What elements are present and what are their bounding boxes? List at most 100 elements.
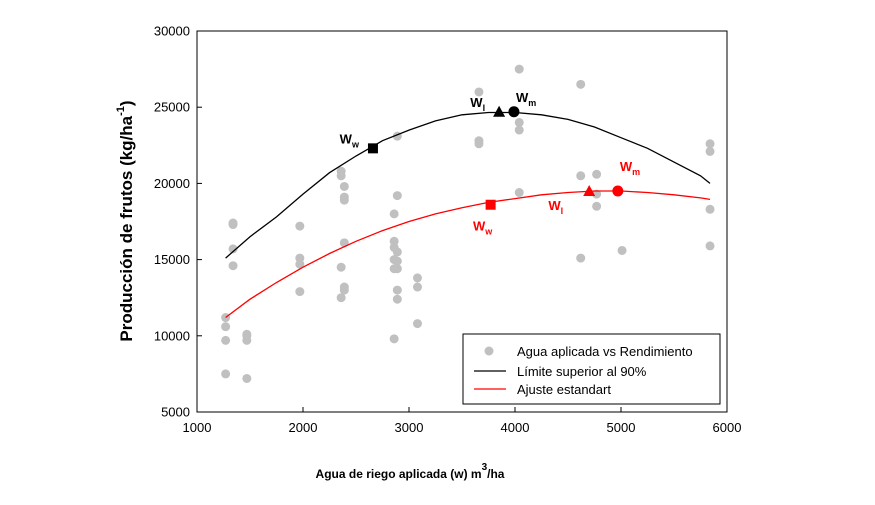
scatter-point	[339, 181, 349, 191]
scatter-point	[228, 218, 238, 228]
standard-fit-line	[225, 190, 711, 319]
x-axis-label-main: Agua de riego aplicada (w) m	[316, 467, 482, 481]
marker-square	[485, 199, 496, 210]
y-axis-label-main: Producción de frutos (kg/ha	[117, 115, 136, 341]
scatter-point	[221, 369, 231, 379]
scatter-point	[339, 282, 349, 292]
y-axis-label-sup: -1	[115, 106, 127, 116]
y-tick-label: 25000	[154, 100, 190, 115]
scatter-point	[392, 264, 402, 274]
marker-label-main: W	[516, 90, 529, 105]
marker-circle	[508, 106, 520, 118]
marker-triangle	[583, 185, 596, 197]
upper-limit-line	[225, 111, 711, 259]
y-tick-label: 30000	[154, 24, 190, 39]
marker-square	[367, 143, 378, 154]
x-tick-label: 3000	[395, 420, 424, 435]
y-tick-label: 5000	[161, 405, 190, 420]
scatter-point	[576, 171, 586, 181]
marker-circle	[612, 185, 624, 197]
scatter-point	[221, 335, 231, 345]
marker-label: Wl	[548, 198, 563, 216]
marker-label: Wm	[516, 90, 536, 108]
x-axis-ticks: 1000 2000 3000 4000 5000 6000	[183, 407, 742, 435]
scatter-point	[392, 294, 402, 304]
scatter-point	[392, 256, 402, 266]
marker-label-sub: m	[528, 98, 536, 108]
marker-label-sub: w	[351, 139, 360, 149]
scatter-point	[474, 87, 484, 97]
scatter-point	[592, 201, 602, 211]
scatter-point	[412, 319, 422, 329]
x-tick-label: 6000	[713, 420, 742, 435]
marker-label-main: W	[340, 131, 353, 146]
scatter-point	[576, 79, 586, 89]
y-tick-label: 10000	[154, 328, 190, 343]
scatter-point	[228, 261, 238, 271]
scatter-point	[514, 188, 524, 198]
scatter-point	[392, 247, 402, 257]
scatter-point	[336, 293, 346, 303]
scatter-point	[514, 64, 524, 74]
legend-scatter-label: Agua aplicada vs Rendimiento	[517, 344, 693, 359]
scatter-point	[242, 329, 252, 339]
scatter-point	[389, 209, 399, 219]
scatter-point	[412, 273, 422, 283]
marker-label: Wm	[620, 159, 640, 177]
marker-label-main: W	[548, 198, 561, 213]
y-axis-ticks: 5000 10000 15000 20000 25000 30000	[154, 24, 202, 420]
scatter-point	[242, 373, 252, 383]
plot-frame	[196, 30, 728, 413]
legend-fit-label: Ajuste estandart	[517, 382, 611, 397]
scatter-point	[295, 221, 305, 231]
scatter-point	[592, 169, 602, 179]
scatter-point	[705, 204, 715, 214]
y-tick-label: 15000	[154, 252, 190, 267]
scatter-point	[295, 253, 305, 263]
scatter-point	[221, 322, 231, 332]
legend: Agua aplicada vs Rendimiento Límite supe…	[462, 333, 721, 405]
scatter-point	[392, 285, 402, 295]
x-tick-label: 4000	[501, 420, 530, 435]
scatter-point	[576, 253, 586, 263]
scatter-point	[339, 192, 349, 202]
scatter-point	[412, 282, 422, 292]
marker-label-main: W	[473, 219, 486, 234]
legend-box	[462, 333, 721, 405]
scatter-point	[514, 125, 524, 135]
scatter-point	[617, 245, 627, 255]
scatter-point	[295, 287, 305, 297]
x-tick-label: 1000	[183, 420, 212, 435]
marker-label-sub: m	[632, 167, 640, 177]
legend-upper-label: Límite superior al 90%	[517, 364, 647, 379]
scatter-point	[389, 236, 399, 246]
marker-label-main: W	[620, 159, 633, 174]
marker-label: Ww	[473, 219, 493, 237]
fit-lines	[225, 111, 711, 319]
y-tick-label: 20000	[154, 176, 190, 191]
scatter-point	[392, 191, 402, 201]
scatter-point	[474, 136, 484, 146]
scatter-point	[592, 189, 602, 199]
x-tick-label: 2000	[289, 420, 318, 435]
scatter-point	[514, 117, 524, 127]
scatter-point	[336, 262, 346, 272]
marker-label-sub: w	[484, 227, 493, 237]
marker-label-sub: l	[561, 206, 564, 216]
x-tick-label: 5000	[607, 420, 636, 435]
scatter-point	[389, 334, 399, 344]
legend-scatter-swatch	[484, 346, 494, 356]
scatter-point	[705, 241, 715, 251]
y-axis-label: Producción de frutos (kg/ha-1)	[115, 100, 136, 341]
x-axis-label-sup: 3	[482, 462, 488, 473]
marker-label: Ww	[340, 131, 360, 149]
scatter-point	[336, 166, 346, 176]
x-axis-label: Agua de riego aplicada (w) m3/ha	[316, 462, 505, 481]
scatter-point	[705, 146, 715, 156]
marker-label-sub: l	[483, 103, 486, 113]
scatter-point	[228, 244, 238, 254]
y-axis-label-suffix: )	[117, 100, 136, 106]
